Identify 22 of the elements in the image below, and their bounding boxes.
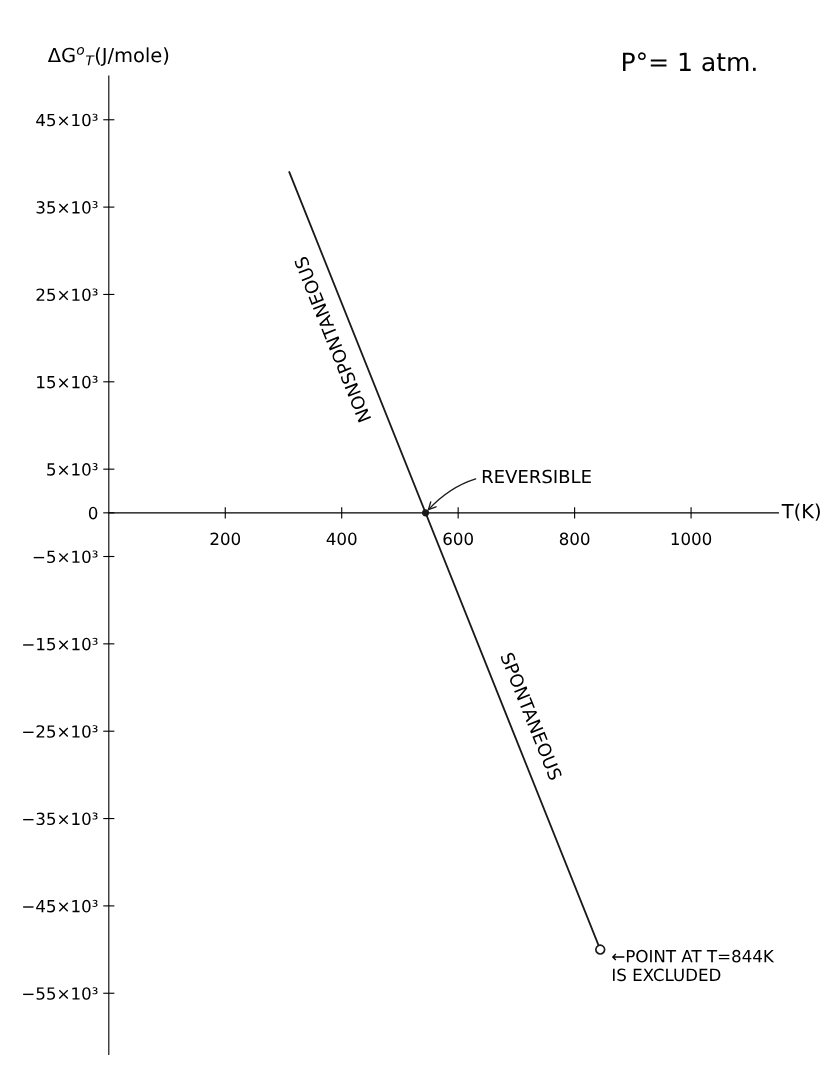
y-tick-label: 5×10³: [47, 463, 98, 476]
y-tick-label: −25×10³: [23, 725, 98, 738]
y-tick-label: −55×10³: [23, 987, 98, 1000]
y-tick-label: 35×10³: [36, 201, 98, 214]
annotation: ←POINT AT T=844K IS EXCLUDED: [612, 949, 775, 982]
x-tick-label: 600: [443, 532, 473, 546]
y-tick-label: 0: [88, 506, 98, 520]
y-tick-label: 15×10³: [37, 375, 98, 389]
x-tick-label: 400: [326, 532, 357, 546]
x-axis-title: T(K): [781, 503, 820, 521]
y-tick-label: −5×10³: [33, 550, 98, 564]
y-tick-label: −45×10³: [23, 899, 98, 913]
y-tick-label: −15×10³: [23, 637, 98, 651]
y-tick-label: −35×10³: [23, 812, 98, 826]
y-axis-title: ΔG$^{o}$$_{T}$(J/mole): [47, 47, 169, 67]
text: P°= 1 atm.: [623, 52, 756, 72]
x-tick-label: 200: [210, 532, 241, 546]
y-tick-label: 45×10³: [36, 113, 98, 127]
x-tick-label: 800: [559, 532, 590, 546]
annotation: REVERSIBLE: [482, 469, 591, 484]
y-tick-label: 25×10³: [36, 288, 98, 302]
x-tick-label: 1000: [671, 532, 712, 546]
